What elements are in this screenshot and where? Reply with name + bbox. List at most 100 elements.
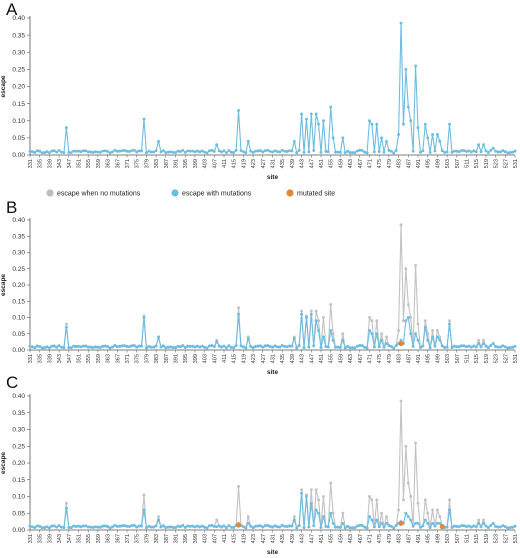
escape-point: [285, 525, 289, 528]
escape-point: [334, 345, 337, 349]
x-tick-label: 423: [251, 354, 257, 363]
escape-point: [496, 525, 500, 529]
escape-point: [96, 525, 100, 529]
escape-point: [334, 525, 337, 529]
escape-point: [479, 525, 483, 529]
escape-point: [435, 335, 439, 339]
escape-point: [467, 149, 471, 153]
escape-point: [280, 523, 284, 527]
escape-point: [394, 148, 398, 152]
escape-point: [45, 345, 49, 349]
escape-point: [431, 133, 434, 136]
panel-a-chart: A 0.00 0.05 0.10 0.15 0.20 0.25 0.30 0.35 0.40 esc…: [0, 0, 519, 181]
x-tick-label: 515: [474, 159, 480, 168]
escape-point: [149, 525, 153, 529]
x-tick-label: 403: [203, 159, 209, 168]
gray-point: [435, 508, 439, 512]
escape-point: [203, 150, 207, 154]
escape-point: [111, 525, 114, 529]
escape-point: [178, 345, 182, 349]
escape-point: [256, 149, 260, 153]
x-tick-label: 463: [348, 534, 354, 543]
x-tick-label: 439: [290, 159, 296, 168]
x-tick-label: 367: [115, 159, 121, 168]
escape-point: [125, 344, 129, 348]
x-tick-label: 499: [435, 159, 441, 168]
escape-point: [428, 151, 432, 154]
escape-point: [448, 508, 451, 512]
escape-point: [113, 523, 117, 527]
escape-point: [336, 525, 340, 529]
escape-point: [217, 524, 221, 528]
escape-point: [91, 525, 95, 529]
gray-point: [314, 309, 318, 313]
escape-point: [414, 521, 418, 525]
escape-point: [127, 345, 131, 349]
escape-point: [438, 139, 442, 143]
gray-point: [215, 518, 219, 522]
escape-point: [157, 518, 160, 522]
escape-point: [40, 346, 44, 350]
gray-point: [404, 444, 408, 448]
y-tick-label: 0.05: [12, 135, 25, 142]
escape-point: [205, 526, 209, 530]
escape-point: [140, 524, 143, 528]
escape-point: [380, 521, 384, 525]
y-tick-label: 0.30: [12, 250, 25, 257]
escape-point: [195, 149, 199, 153]
escape-point: [416, 521, 420, 525]
escape-point: [132, 523, 136, 527]
gray-point: [370, 498, 374, 502]
escape-point: [484, 344, 488, 348]
escape-point: [382, 150, 386, 154]
x-tick-label: 467: [358, 534, 364, 543]
escape-point: [195, 344, 199, 348]
escape-point: [375, 518, 379, 522]
escape-point: [118, 524, 122, 528]
x-tick-label: 407: [212, 159, 218, 168]
escape-point: [47, 346, 51, 350]
x-tick-label: 527: [503, 534, 509, 543]
escape-point: [254, 344, 257, 348]
escape-point: [147, 524, 151, 528]
escape-point: [288, 524, 291, 528]
escape-point: [43, 346, 46, 350]
gray-point: [448, 319, 451, 323]
escape-point: [132, 148, 136, 152]
x-tick-label: 331: [28, 534, 34, 543]
x-tick-label: 387: [164, 534, 170, 543]
escape-point: [171, 150, 175, 154]
gray-point: [438, 335, 442, 339]
escape-point: [435, 133, 439, 136]
escape-point: [77, 524, 80, 528]
escape-point: [193, 525, 197, 529]
escape-point: [142, 508, 146, 512]
x-tick-label: 487: [406, 534, 412, 543]
escape-point: [106, 149, 110, 153]
gray-point: [399, 223, 403, 227]
escape-point: [261, 525, 265, 529]
escape-point: [285, 345, 289, 349]
y-tick-label: 0.25: [12, 67, 25, 74]
escape-point: [389, 149, 393, 153]
x-tick-label: 471: [368, 354, 374, 363]
escape-point: [319, 346, 323, 349]
y-tick-label: 0.30: [12, 427, 25, 434]
x-tick-label: 339: [47, 159, 53, 168]
escape-point: [385, 139, 388, 143]
escape-point: [387, 148, 391, 152]
escape-point: [215, 525, 219, 529]
gray-point: [375, 319, 379, 323]
escape-point: [50, 524, 54, 528]
escape-line: [29, 313, 516, 349]
y-tick-label: 0.30: [12, 49, 25, 56]
x-tick-label: 419: [241, 159, 247, 168]
escape-point: [130, 344, 134, 348]
escape-point: [108, 151, 112, 155]
x-tick-label: 479: [387, 159, 393, 168]
legend-swatch: [46, 189, 54, 197]
y-tick-label: 0.05: [12, 510, 25, 517]
x-tick-label: 407: [212, 534, 218, 543]
escape-point: [385, 521, 388, 525]
gray-point: [482, 338, 485, 342]
